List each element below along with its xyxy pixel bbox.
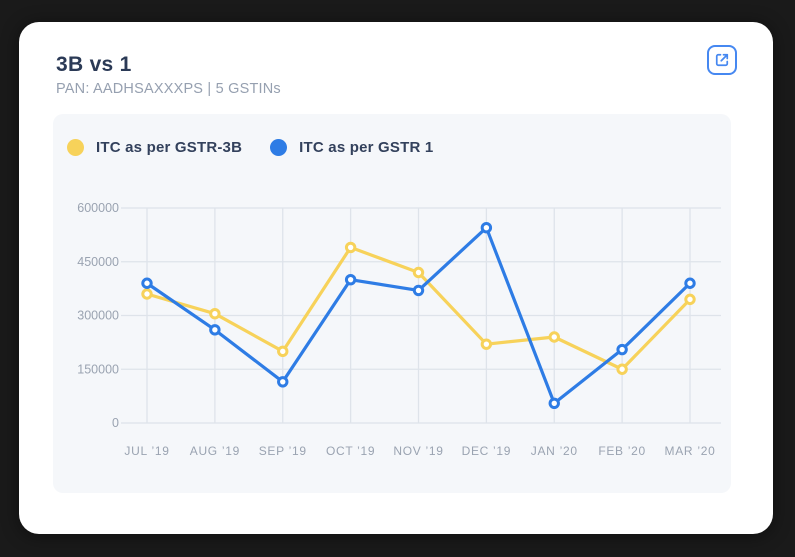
chart-legend: ITC as per GSTR-3B ITC as per GSTR 1 (67, 139, 433, 156)
svg-text:NOV ’19: NOV ’19 (393, 444, 443, 458)
chart-card: 3B vs 1 PAN: AADHSAXXXPS | 5 GSTINs ITC … (19, 22, 773, 534)
chart-panel: ITC as per GSTR-3B ITC as per GSTR 1 0 15… (53, 114, 731, 493)
svg-text:DEC ’19: DEC ’19 (462, 444, 512, 458)
svg-text:600000: 600000 (77, 201, 119, 215)
svg-text:AUG ’19: AUG ’19 (190, 444, 240, 458)
svg-text:0: 0 (112, 416, 119, 430)
svg-text:450000: 450000 (77, 255, 119, 269)
legend-label-gstr1: ITC as per GSTR 1 (299, 139, 434, 156)
card-header: 3B vs 1 PAN: AADHSAXXXPS | 5 GSTINs (56, 52, 281, 97)
legend-item-gstr1[interactable]: ITC as per GSTR 1 (270, 139, 433, 156)
itc-comparison-chart: 0 150000 300000 450000 600000 JUL ’19 AUG ’19 S… (77, 201, 721, 458)
svg-text:FEB ’20: FEB ’20 (598, 444, 646, 458)
svg-text:300000: 300000 (77, 309, 119, 323)
legend-dot-gstr1-icon (270, 139, 288, 156)
legend-dot-gstr3b-icon (67, 139, 84, 156)
svg-text:MAR ’20: MAR ’20 (665, 444, 716, 458)
svg-text:OCT ’19: OCT ’19 (326, 444, 375, 458)
page-title: 3B vs 1 (56, 53, 132, 76)
svg-text:150000: 150000 (77, 362, 119, 376)
svg-text:SEP ’19: SEP ’19 (259, 444, 307, 458)
open-external-button[interactable] (707, 45, 737, 75)
legend-label-gstr3b: ITC as per GSTR-3B (96, 139, 243, 156)
external-link-icon (715, 53, 729, 67)
svg-text:JAN ’20: JAN ’20 (531, 444, 578, 458)
pan-gstin-subtitle: PAN: AADHSAXXXPS | 5 GSTINs (56, 81, 281, 97)
legend-item-gstr3b[interactable]: ITC as per GSTR-3B (67, 139, 242, 156)
svg-text:JUL ’19: JUL ’19 (124, 444, 169, 458)
